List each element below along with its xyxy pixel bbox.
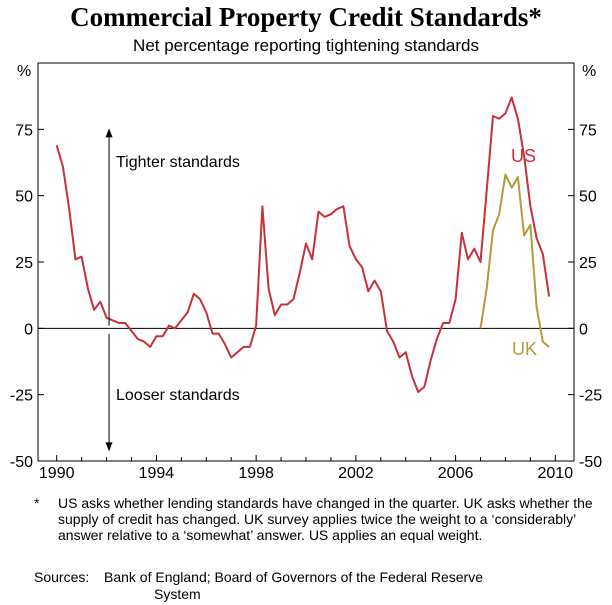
series-line-us [55, 96, 551, 393]
sources-line-2: System [154, 586, 201, 602]
series-label-uk: UK [512, 339, 537, 359]
series-layer [55, 96, 551, 393]
y-axis-unit-right: % [582, 63, 596, 80]
sources-label: Sources: [34, 569, 90, 585]
annotation-layer [105, 128, 113, 452]
footnote-marker: * [34, 495, 40, 511]
y-tick-label-right: 75 [579, 122, 597, 139]
arrow-down-icon [105, 442, 113, 452]
y-tick-label-left: -50 [10, 454, 33, 471]
chart-title: Commercial Property Credit Standards* [70, 2, 542, 32]
footnote-text: US asks whether lending standards have c… [58, 495, 593, 543]
y-tick-label-right: -50 [579, 454, 602, 471]
y-tick-label-left: -25 [10, 388, 33, 405]
x-tick-label: 2002 [338, 465, 374, 482]
annotation-tighter: Tighter standards [116, 154, 240, 171]
y-tick-label-right: 50 [579, 189, 597, 206]
y-tick-label-left: 0 [24, 321, 33, 338]
arrow-up-icon [105, 128, 113, 138]
y-tick-label-right: 0 [579, 321, 588, 338]
tick-layer: -50 -50 -25 -25 0 0 25 25 50 50 75 75 1990 1994 1998 20… [10, 122, 602, 482]
y-tick-label-right: -25 [579, 388, 602, 405]
sources: Sources: Bank of England; Board of Govern… [34, 569, 594, 603]
y-tick-label-left: 75 [15, 122, 33, 139]
x-tick-label: 2006 [438, 465, 474, 482]
x-tick-label: 1990 [39, 465, 75, 482]
chart-subtitle: Net percentage reporting tightening stan… [133, 36, 479, 55]
x-tick-label: 1998 [238, 465, 274, 482]
x-tick-label: 1994 [139, 465, 175, 482]
footnote: * US asks whether lending standards have… [34, 495, 594, 543]
y-tick-label-left: 25 [15, 255, 33, 272]
series-label-us: US [511, 146, 536, 166]
sources-line-1: Bank of England; Board of Governors of t… [104, 569, 483, 585]
series-line-uk [479, 173, 550, 348]
y-tick-label-right: 25 [579, 255, 597, 272]
x-tick-label: 2010 [538, 465, 574, 482]
chart-svg: -50 -50 -25 -25 0 0 25 25 50 50 75 75 1990 1994 1998 20… [10, 62, 602, 482]
y-axis-unit-left: % [17, 63, 31, 80]
y-tick-label-left: 50 [15, 189, 33, 206]
annotation-looser: Looser standards [116, 387, 240, 404]
